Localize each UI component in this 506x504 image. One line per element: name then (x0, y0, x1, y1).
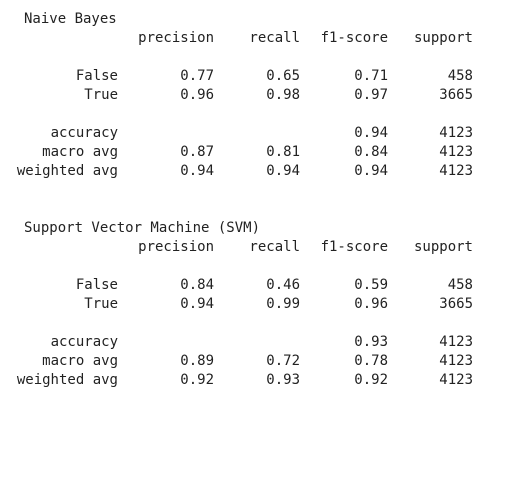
recall-value: 0.98 (266, 87, 300, 103)
support-value: 4123 (439, 125, 473, 141)
f1-value: 0.94 (354, 125, 388, 141)
recall-value: 0.46 (266, 277, 300, 293)
header-f1-score: f1-score (320, 239, 388, 255)
support-value: 458 (447, 277, 473, 293)
precision-value: 0.77 (180, 68, 214, 84)
header-support: support (413, 30, 473, 46)
row-label: weighted avg (16, 372, 118, 388)
row-label: macro avg (42, 144, 118, 160)
precision-value: 0.89 (180, 353, 214, 369)
header-recall: recall (249, 239, 300, 255)
weighted-avg-row: weighted avg 0.92 0.93 0.92 4123 (0, 371, 506, 390)
header-recall: recall (249, 30, 300, 46)
row-label: accuracy (50, 125, 118, 141)
row-label: False (75, 68, 118, 84)
recall-value: 0.94 (266, 163, 300, 179)
f1-value: 0.93 (354, 334, 388, 350)
row-label: macro avg (42, 353, 118, 369)
precision-value: 0.94 (180, 163, 214, 179)
report-title: Support Vector Machine (SVM) (24, 220, 261, 236)
recall-value: 0.99 (266, 296, 300, 312)
f1-value: 0.59 (354, 277, 388, 293)
f1-value: 0.96 (354, 296, 388, 312)
f1-value: 0.84 (354, 144, 388, 160)
weighted-avg-row: weighted avg 0.94 0.94 0.94 4123 (0, 162, 506, 181)
class-row-true: True 0.96 0.98 0.97 3665 (0, 86, 506, 105)
macro-avg-row: macro avg 0.87 0.81 0.84 4123 (0, 143, 506, 162)
recall-value: 0.81 (266, 144, 300, 160)
class-row-false: False 0.77 0.65 0.71 458 (0, 67, 506, 86)
support-value: 3665 (439, 87, 473, 103)
recall-value: 0.72 (266, 353, 300, 369)
support-value: 458 (447, 68, 473, 84)
support-value: 4123 (439, 334, 473, 350)
f1-value: 0.94 (354, 163, 388, 179)
precision-value: 0.84 (180, 277, 214, 293)
f1-value: 0.78 (354, 353, 388, 369)
header-f1-score: f1-score (320, 30, 388, 46)
report-title: Naive Bayes (24, 11, 117, 27)
recall-value: 0.93 (266, 372, 300, 388)
f1-value: 0.92 (354, 372, 388, 388)
row-label: True (84, 87, 118, 103)
row-label: weighted avg (16, 163, 118, 179)
support-value: 4123 (439, 144, 473, 160)
support-value: 4123 (439, 163, 473, 179)
row-label: False (75, 277, 118, 293)
f1-value: 0.97 (354, 87, 388, 103)
header-row: precision recall f1-score support (0, 29, 506, 48)
header-precision: precision (138, 239, 214, 255)
header-support: support (413, 239, 473, 255)
row-label: True (84, 296, 118, 312)
header-row: precision recall f1-score support (0, 238, 506, 257)
row-label: accuracy (50, 334, 118, 350)
precision-value: 0.94 (180, 296, 214, 312)
header-precision: precision (138, 30, 214, 46)
precision-value: 0.96 (180, 87, 214, 103)
macro-avg-row: macro avg 0.89 0.72 0.78 4123 (0, 352, 506, 371)
recall-value: 0.65 (266, 68, 300, 84)
support-value: 3665 (439, 296, 473, 312)
precision-value: 0.87 (180, 144, 214, 160)
support-value: 4123 (439, 353, 473, 369)
f1-value: 0.71 (354, 68, 388, 84)
precision-value: 0.92 (180, 372, 214, 388)
support-value: 4123 (439, 372, 473, 388)
class-row-true: True 0.94 0.99 0.96 3665 (0, 295, 506, 314)
accuracy-row: accuracy 0.94 4123 (0, 124, 506, 143)
accuracy-row: accuracy 0.93 4123 (0, 333, 506, 352)
class-row-false: False 0.84 0.46 0.59 458 (0, 276, 506, 295)
